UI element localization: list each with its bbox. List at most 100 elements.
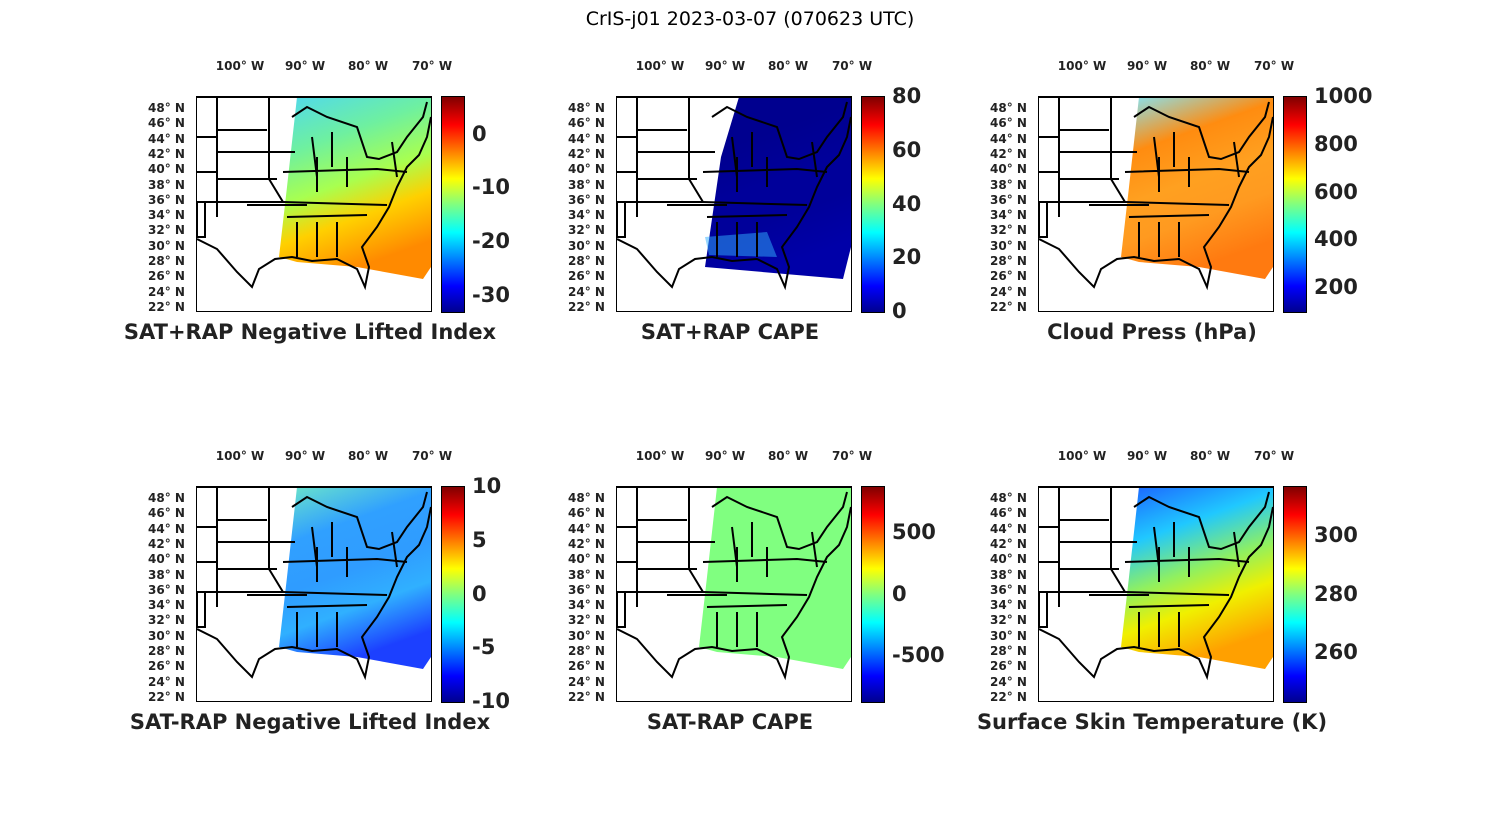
longitude-tick-label: 100° W (215, 449, 265, 463)
colorbar-tick-label: -500 (892, 642, 945, 667)
longitude-tick-label: 90° W (1126, 449, 1168, 463)
map-panel: 100° W 90° W 80° W 70° W 48° N 46° N 44° N 42° … (982, 59, 1402, 360)
latitude-tick-label: 38° N (148, 177, 185, 192)
longitude-tick-label: 100° W (1057, 59, 1107, 73)
latitude-tick-label: 38° N (568, 177, 605, 192)
latitude-tick-label: 28° N (148, 254, 185, 268)
colorbar (861, 486, 885, 703)
colorbar-tick-label: 800 (1314, 131, 1358, 156)
latitude-tick-label: 24° N (148, 674, 185, 689)
latitude-tick-label: 38° N (568, 567, 605, 582)
latitude-tick-label: 40° N (568, 162, 605, 177)
latitude-tick-label: 34° N (148, 208, 185, 223)
latitude-tick-label: 30° N (568, 238, 605, 253)
colorbar-tick-label: 0 (892, 299, 907, 323)
latitude-tick-label: 22° N (148, 299, 185, 314)
latitude-tick-label: 40° N (990, 552, 1027, 567)
state-boundaries (1039, 97, 1273, 291)
latitude-tick-label: 22° N (568, 299, 605, 314)
latitude-tick-label: 28° N (568, 254, 605, 268)
colorbar-tick-label: 80 (892, 84, 922, 108)
data-swath (279, 97, 431, 279)
data-swath (279, 487, 431, 669)
latitude-tick-label: 46° N (990, 116, 1027, 131)
latitude-tick-label: 24° N (148, 284, 185, 299)
data-swath (705, 97, 851, 279)
latitude-tick-label: 46° N (148, 506, 185, 521)
colorbar-tick-label: 60 (892, 137, 922, 162)
latitude-tick-label: 30° N (148, 628, 185, 643)
latitude-tick-label: 24° N (568, 284, 605, 299)
map-axes (616, 96, 852, 312)
state-boundaries (197, 97, 431, 291)
latitude-tick-label: 34° N (148, 598, 185, 613)
state-boundaries (1039, 487, 1273, 681)
panel-title: SAT+RAP Negative Lifted Index (123, 320, 497, 344)
colorbar-tick-label: 0 (472, 581, 487, 606)
colorbar-tick-label: 0 (472, 121, 487, 146)
latitude-tick-label: 32° N (148, 613, 185, 628)
latitude-tick-label: 22° N (990, 689, 1027, 704)
latitude-tick-label: 48° N (990, 101, 1027, 115)
latitude-tick-label: 26° N (148, 659, 185, 674)
longitude-tick-label: 70° W (411, 59, 453, 73)
latitude-tick-label: 44° N (990, 131, 1027, 146)
colorbar-tick-label: -10 (472, 175, 510, 200)
panel-title: SAT+RAP CAPE (640, 320, 820, 344)
colorbar-tick-label: 0 (892, 581, 907, 606)
latitude-tick-label: 34° N (990, 208, 1027, 223)
latitude-tick-label: 38° N (148, 567, 185, 582)
map-panel: 100° W 90° W 80° W 70° W 48° N 46° N 44° N 42° … (130, 449, 560, 750)
latitude-tick-label: 24° N (568, 674, 605, 689)
longitude-tick-label: 90° W (284, 449, 326, 463)
panel-title: Cloud Press (hPa) (1047, 320, 1257, 344)
map-panel: 100° W 90° W 80° W 70° W 48° N 46° N 44° N 42° … (560, 449, 980, 750)
latitude-tick-label: 44° N (990, 521, 1027, 536)
longitude-tick-label: 90° W (284, 59, 326, 73)
latitude-tick-label: 32° N (990, 223, 1027, 238)
colorbar-tick-label: -20 (472, 229, 510, 254)
latitude-tick-label: 24° N (990, 674, 1027, 689)
latitude-tick-label: 40° N (990, 162, 1027, 177)
state-boundaries (617, 97, 851, 291)
longitude-tick-label: 70° W (411, 449, 453, 463)
longitude-tick-label: 70° W (831, 449, 873, 463)
latitude-tick-label: 30° N (568, 628, 605, 643)
latitude-tick-label: 32° N (148, 223, 185, 238)
longitude-tick-label: 100° W (1057, 449, 1107, 463)
latitude-tick-label: 28° N (990, 254, 1027, 268)
colorbar-tick-label: 1000 (1314, 84, 1373, 108)
colorbar (1283, 96, 1307, 313)
latitude-tick-label: 32° N (990, 613, 1027, 628)
latitude-tick-label: 30° N (990, 238, 1027, 253)
colorbar-tick-label: 5 (472, 527, 487, 552)
data-swath (1121, 487, 1273, 669)
latitude-tick-label: 28° N (990, 644, 1027, 658)
colorbar (1283, 486, 1307, 703)
latitude-tick-label: 24° N (990, 284, 1027, 299)
latitude-tick-label: 26° N (568, 659, 605, 674)
latitude-tick-label: 42° N (148, 536, 185, 551)
latitude-tick-label: 34° N (568, 208, 605, 223)
latitude-tick-label: 36° N (148, 582, 185, 597)
colorbar-tick-label: 200 (1314, 275, 1358, 300)
panel-title: Surface Skin Temperature (K) (976, 710, 1328, 734)
latitude-tick-label: 48° N (148, 101, 185, 115)
colorbar-tick-label: -30 (472, 282, 510, 307)
latitude-tick-label: 42° N (990, 146, 1027, 161)
latitude-tick-label: 36° N (148, 192, 185, 207)
latitude-tick-label: 46° N (568, 116, 605, 131)
longitude-tick-label: 70° W (831, 59, 873, 73)
latitude-tick-label: 28° N (568, 644, 605, 658)
state-boundaries (617, 487, 851, 681)
latitude-tick-label: 26° N (990, 269, 1027, 284)
latitude-tick-label: 44° N (148, 521, 185, 536)
latitude-tick-label: 46° N (990, 506, 1027, 521)
longitude-tick-label: 90° W (704, 59, 746, 73)
cape-highlight (705, 232, 777, 257)
longitude-tick-label: 100° W (635, 59, 685, 73)
latitude-tick-label: 40° N (568, 552, 605, 567)
latitude-tick-label: 42° N (568, 536, 605, 551)
longitude-tick-label: 100° W (215, 59, 265, 73)
